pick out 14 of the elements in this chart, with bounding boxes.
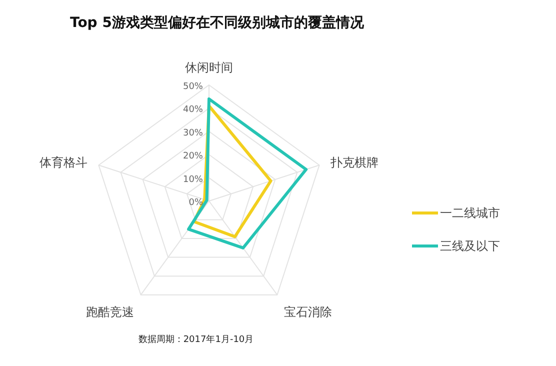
spoke-label: 体育格斗 bbox=[40, 156, 88, 170]
legend-label: 一二线城市 bbox=[440, 206, 500, 220]
text: 数据周期：2017年1月-10月 bbox=[138, 334, 254, 345]
y-tick-label: 50% bbox=[182, 82, 204, 92]
legend-label: 三线及以下 bbox=[440, 239, 500, 253]
spoke-label: 宝石消除 bbox=[284, 305, 332, 320]
y-tick-label: 20% bbox=[182, 152, 204, 162]
spoke-label: 跑酷竞速 bbox=[86, 305, 134, 320]
spoke-label: 休闲时间 bbox=[185, 60, 233, 74]
y-tick-label: 30% bbox=[182, 128, 204, 138]
y-tick-label: 10% bbox=[182, 174, 204, 185]
chart-title: Top 5游戏类型偏好在不同级别城市的覆盖情况 bbox=[70, 14, 365, 31]
spoke-label: 扑克棋牌 bbox=[329, 156, 378, 170]
y-tick-label: 40% bbox=[182, 105, 204, 116]
